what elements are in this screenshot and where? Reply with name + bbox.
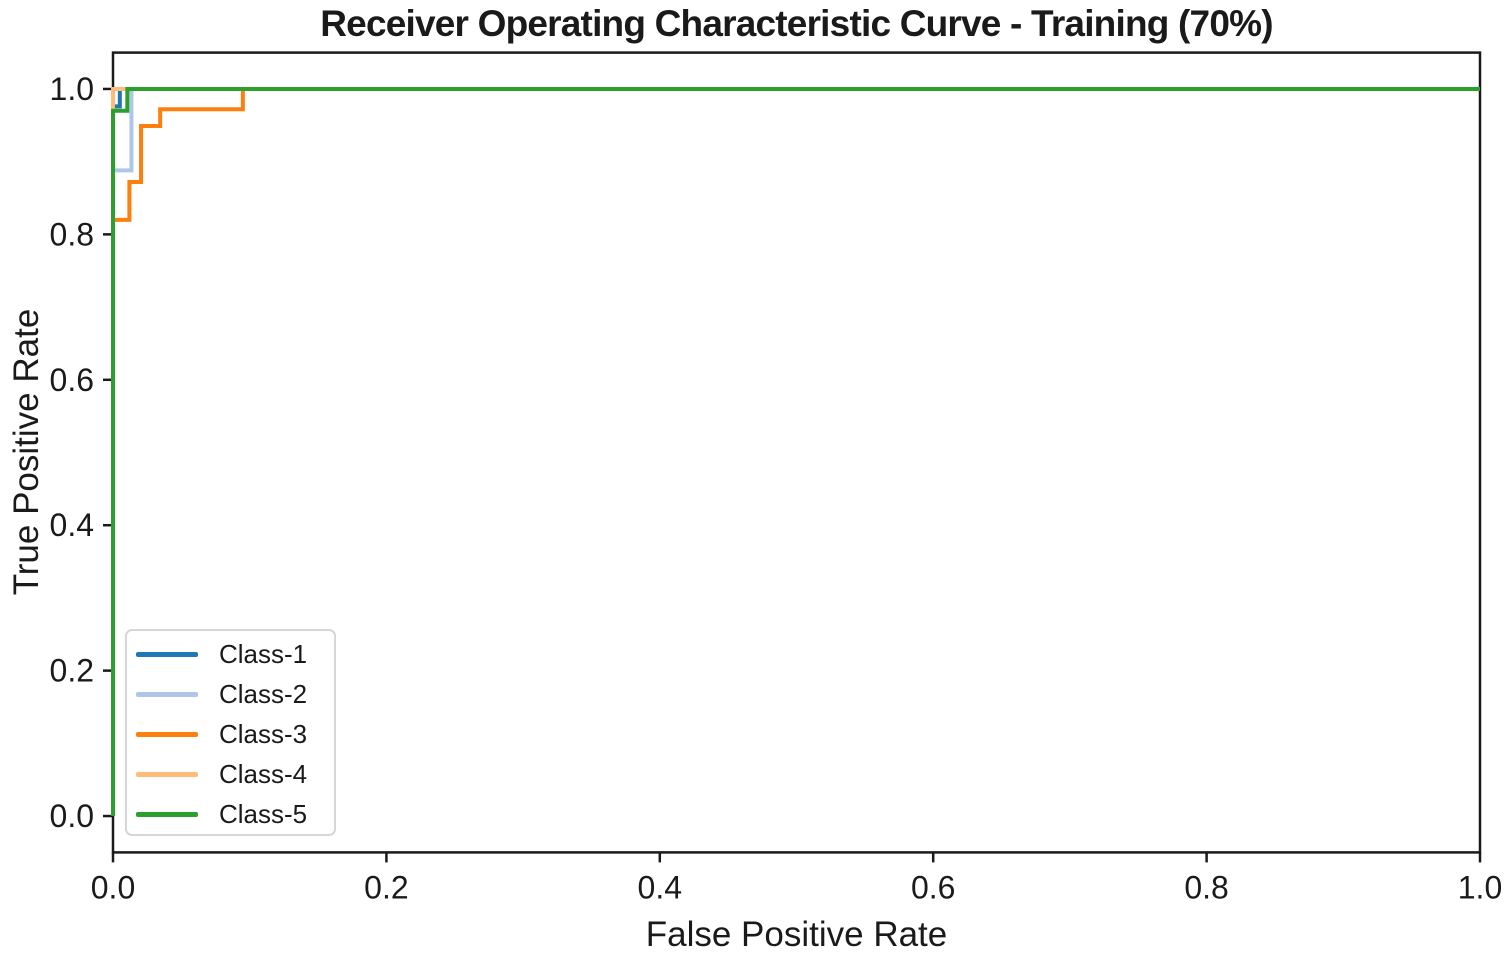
x-tick-label: 0.0 [91, 869, 135, 905]
x-tick-label: 0.8 [1184, 869, 1228, 905]
x-axis-label: False Positive Rate [645, 915, 948, 954]
y-tick-label: 1.0 [50, 71, 94, 107]
y-tick-label: 0.4 [50, 507, 94, 543]
legend-line-swatch-class-2 [136, 691, 198, 697]
x-tick-label: 0.2 [364, 869, 408, 905]
y-axis-label: True Positive Rate [7, 308, 46, 596]
legend-item: Class-1 [127, 634, 334, 674]
legend-line-swatch-class-5 [136, 811, 198, 817]
x-tick-label: 1.0 [1458, 869, 1502, 905]
x-tick-label: 0.6 [911, 869, 955, 905]
legend-item: Class-4 [127, 754, 334, 794]
legend-item: Class-5 [127, 794, 334, 834]
legend-label: Class-3 [219, 718, 308, 749]
legend-line-swatch-class-1 [136, 651, 198, 657]
legend-line-swatch-class-4 [136, 771, 198, 777]
roc-curve-class-5 [111, 86, 1480, 817]
y-tick-label: 0.6 [50, 362, 94, 398]
x-tick-label: 0.4 [638, 869, 682, 905]
y-tick-label: 0.0 [50, 798, 94, 834]
y-tick-label: 0.2 [50, 653, 94, 689]
roc-curve-class-3 [111, 86, 1480, 817]
legend-label: Class-4 [219, 758, 308, 789]
legend-label: Class-2 [219, 678, 308, 709]
legend-box: Class-1 Class-2 Class-3 Class-4 Class-5 [125, 629, 336, 836]
legend-item: Class-3 [127, 714, 334, 754]
y-tick-label: 0.8 [50, 216, 94, 252]
chart-title: Receiver Operating Characteristic Curve … [320, 3, 1273, 44]
legend-item: Class-2 [127, 674, 334, 714]
legend-label: Class-5 [219, 798, 308, 829]
legend-line-swatch-class-3 [136, 731, 198, 737]
legend-label: Class-1 [219, 638, 308, 669]
